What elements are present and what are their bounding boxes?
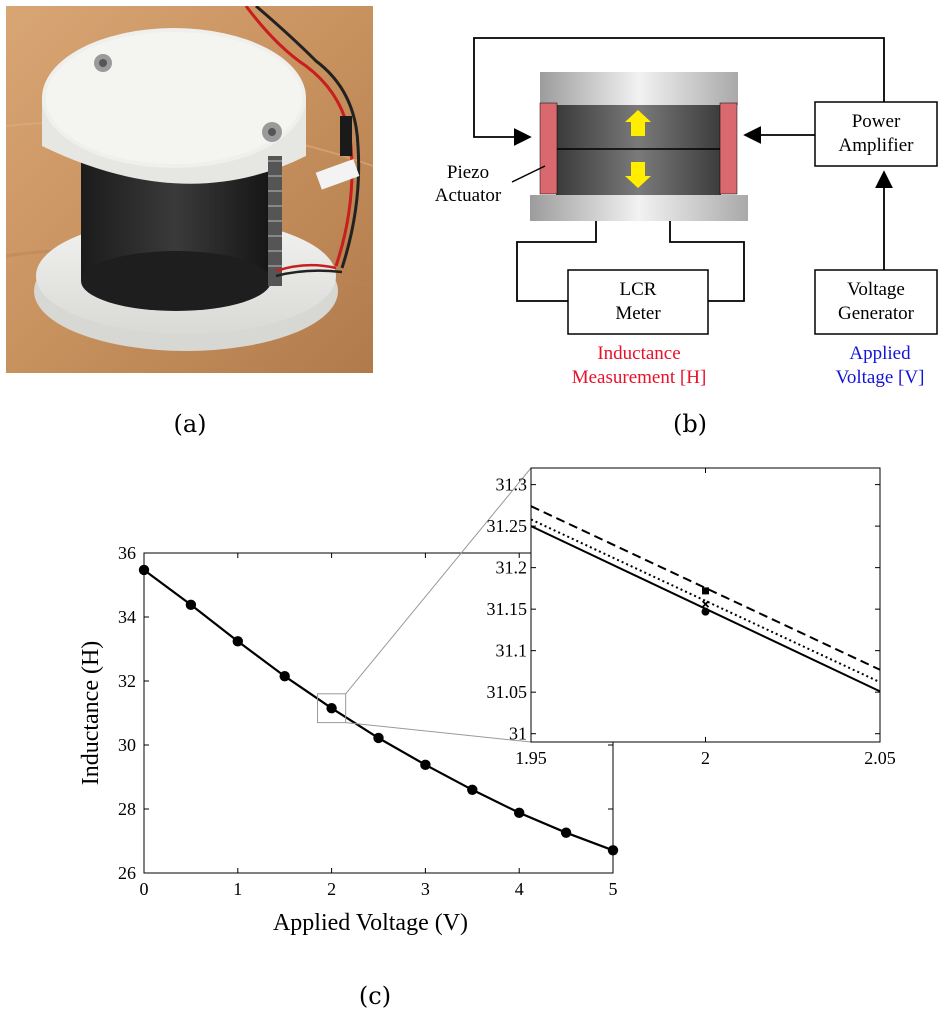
x-tick-label: 1: [233, 879, 242, 899]
lcr-wire-right: [669, 221, 745, 302]
data-point: [326, 703, 337, 714]
x-tick-label: 0: [140, 879, 149, 899]
caption-a: (a): [173, 410, 207, 438]
feedback-wire: [473, 37, 885, 146]
inset-series-dashed: [530, 505, 881, 671]
inset-x-tick-label: 1.95: [515, 748, 547, 768]
device-photo-drawing: [5, 4, 374, 373]
x-tick-label: 2: [327, 879, 336, 899]
y-tick-label: 34: [118, 607, 136, 627]
x-tick-label: 5: [609, 879, 618, 899]
y-tick-label: 36: [118, 543, 136, 563]
power-amp-label: Power Amplifier: [838, 111, 914, 156]
piezo-left: [539, 102, 558, 195]
zoom-line-top: [345, 467, 532, 695]
arrow-up-icon: [625, 110, 651, 136]
caption-c: (c): [358, 982, 392, 1010]
data-point: [185, 599, 197, 611]
data-point: [514, 807, 525, 819]
inset-y-tick-label: 31.1: [496, 641, 528, 661]
voltage-gen-box: [814, 269, 938, 335]
piezo-label: Piezo Actuator: [434, 162, 502, 206]
voltage-gen-label: Voltage Generator: [838, 279, 914, 324]
zoom-line-bottom: [345, 722, 532, 743]
data-point: [138, 564, 150, 576]
device-photo: [5, 4, 374, 373]
piezo-pointer: [511, 165, 546, 183]
inset-plot: 1.95 2 2.05 31 31.05 31.1 31.15 31.2 31.25 31.3: [487, 467, 896, 768]
data-point: [560, 827, 572, 838]
piezo-right: [719, 102, 738, 195]
lcr-label: LCR Meter: [615, 279, 661, 324]
zoom-lines: [345, 467, 532, 743]
inset-x-tick-label: 2.05: [864, 748, 896, 768]
y-tick-label: 28: [118, 799, 136, 819]
inset-y-tick-label: 31: [509, 724, 527, 744]
top-cap: [540, 72, 738, 105]
data-point: [373, 732, 384, 744]
x-tick-label: 3: [421, 879, 430, 899]
lcr-wire-left: [516, 221, 597, 302]
x-axis-label: Applied Voltage (V): [273, 910, 468, 936]
data-point: [607, 845, 619, 856]
power-amp-box: [814, 101, 938, 167]
inset-point-square: [702, 587, 709, 595]
inset-y-tick-label: 31.05: [487, 682, 528, 702]
data-point: [467, 784, 478, 795]
inset-y-tick-label: 31.25: [487, 516, 528, 536]
inset-y-tick-label: 31.15: [487, 599, 528, 619]
inset-point-circle: [701, 607, 710, 616]
inset-y-tick-label: 31.2: [496, 558, 528, 578]
y-tick-label: 32: [118, 671, 136, 691]
data-point: [232, 636, 243, 647]
data-point: [420, 759, 431, 771]
caption-b: (b): [672, 410, 708, 438]
data-point: [279, 671, 290, 682]
y-tick-label: 30: [118, 735, 136, 755]
zoom-box: [317, 693, 347, 724]
inset-y-tick-label: 31.3: [496, 475, 528, 495]
arrow-down-icon: [625, 162, 651, 188]
inductance-measurement-label: Inductance Measurement [H]: [571, 343, 707, 388]
inset-x-tick-label: 2: [701, 748, 710, 768]
y-tick-label: 26: [118, 863, 136, 883]
inset-point-cross: [701, 600, 710, 608]
inset-series-dotted: [530, 518, 881, 684]
applied-voltage-label: Applied Voltage [V]: [835, 343, 925, 388]
schematic-diagram: [473, 37, 938, 335]
x-tick-label: 4: [515, 879, 524, 899]
y-axis-label: Inductance (H): [78, 641, 104, 786]
lcr-box: [567, 269, 709, 335]
bottom-cap: [530, 195, 748, 221]
